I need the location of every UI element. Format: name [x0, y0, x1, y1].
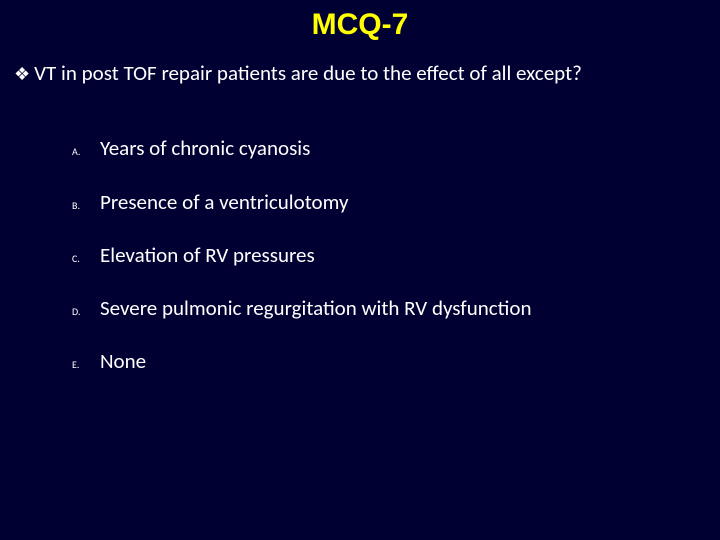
option-row: E. None — [72, 348, 708, 375]
option-row: C. Elevation of RV pressures — [72, 242, 708, 269]
option-label: B. — [72, 199, 100, 212]
option-text: Severe pulmonic regurgitation with RV dy… — [100, 295, 531, 322]
option-label: E. — [72, 358, 100, 371]
option-text: Presence of a ventriculotomy — [100, 189, 349, 216]
diamond-bullet-icon: ❖ — [14, 65, 30, 83]
slide: MCQ-7 ❖ VT in post TOF repair patients a… — [0, 0, 720, 540]
question-row: ❖ VT in post TOF repair patients are due… — [14, 60, 708, 87]
option-text: None — [100, 348, 146, 375]
option-label: C. — [72, 252, 100, 265]
option-text: Years of chronic cyanosis — [100, 135, 310, 162]
option-text: Elevation of RV pressures — [100, 242, 315, 269]
option-label: D. — [72, 305, 100, 318]
question-text: VT in post TOF repair patients are due t… — [34, 60, 582, 87]
option-row: B. Presence of a ventriculotomy — [72, 189, 708, 216]
option-row: D. Severe pulmonic regurgitation with RV… — [72, 295, 708, 322]
slide-title: MCQ-7 — [12, 8, 708, 42]
option-row: A. Years of chronic cyanosis — [72, 135, 708, 162]
option-label: A. — [72, 145, 100, 158]
options-list: A. Years of chronic cyanosis B. Presence… — [72, 135, 708, 375]
